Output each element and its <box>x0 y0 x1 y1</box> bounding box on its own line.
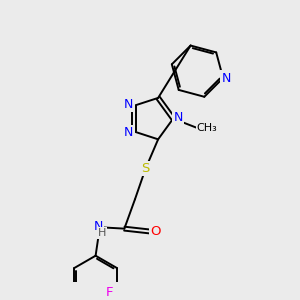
Text: N: N <box>94 220 103 232</box>
Text: O: O <box>150 225 161 238</box>
Text: N: N <box>124 126 134 139</box>
Text: F: F <box>106 286 114 299</box>
Text: N: N <box>222 71 231 85</box>
Text: S: S <box>141 162 150 175</box>
Text: CH₃: CH₃ <box>197 123 218 133</box>
Text: N: N <box>173 111 183 124</box>
Text: H: H <box>98 228 106 239</box>
Text: N: N <box>124 98 134 111</box>
